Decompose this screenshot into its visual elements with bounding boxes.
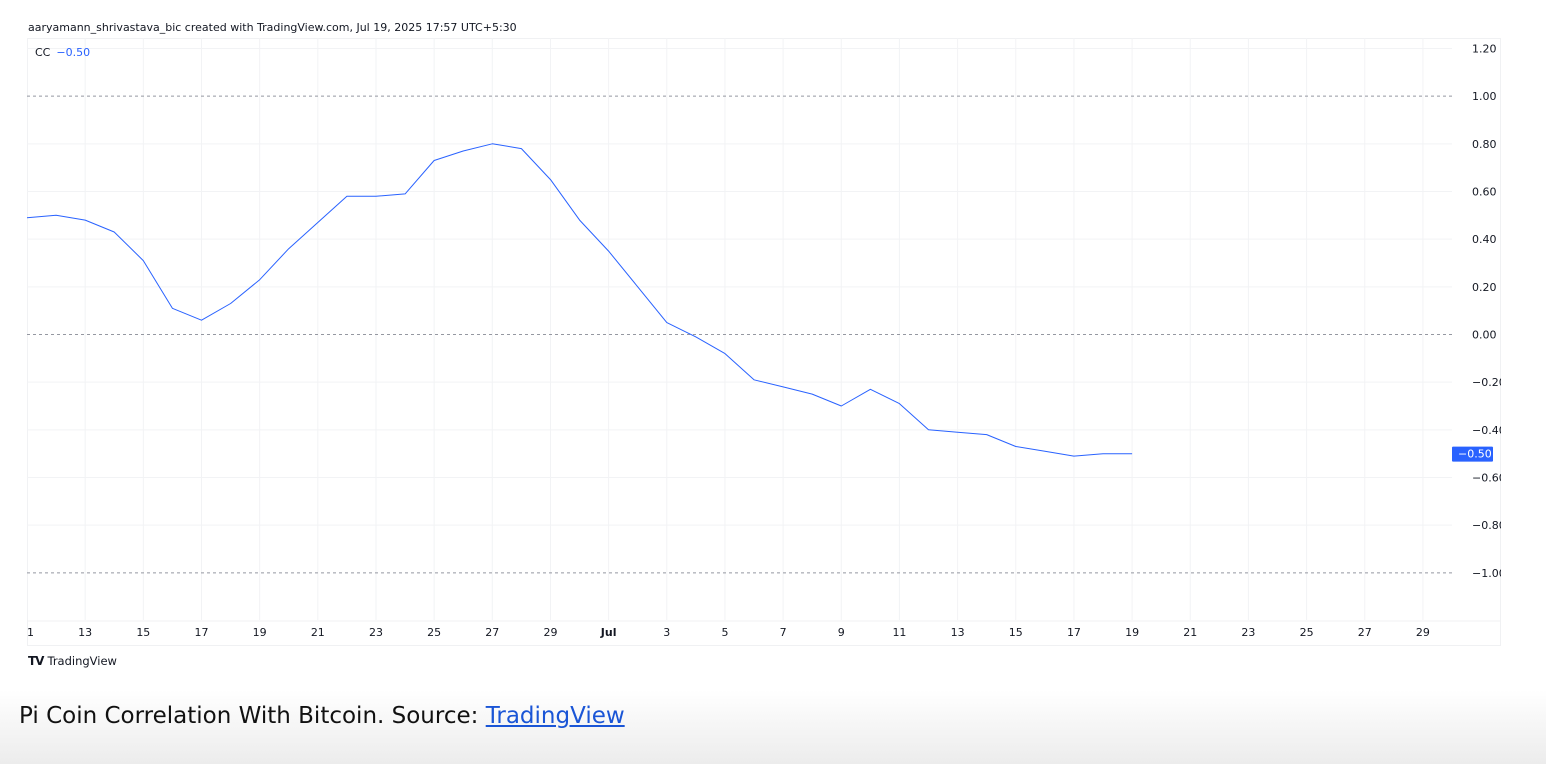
- x-tick-label: 19: [1125, 626, 1139, 639]
- tradingview-logo-icon: TV: [28, 654, 45, 668]
- x-tick-label: 13: [951, 626, 965, 639]
- x-tick-label: Jul: [600, 626, 617, 639]
- x-tick-label: 27: [1358, 626, 1372, 639]
- caption-text: Pi Coin Correlation With Bitcoin. Source…: [19, 703, 486, 729]
- x-tick-label: 27: [485, 626, 499, 639]
- x-tick-label: 7: [780, 626, 787, 639]
- last-value-badge: [1452, 446, 1493, 462]
- y-tick-label: −0.40: [1472, 424, 1501, 437]
- x-tick-label: 13: [78, 626, 92, 639]
- legend-label: CC: [35, 46, 51, 59]
- x-tick-label: 17: [194, 626, 208, 639]
- x-tick-label: 11: [27, 626, 34, 639]
- caption-source-link[interactable]: TradingView: [485, 703, 625, 729]
- y-tick-label: 1.20: [1472, 43, 1497, 56]
- y-tick-label: −0.20: [1472, 376, 1501, 389]
- y-tick-label: 0.80: [1472, 138, 1497, 151]
- figure-caption: Pi Coin Correlation With Bitcoin. Source…: [19, 703, 625, 729]
- x-tick-label: 29: [543, 626, 557, 639]
- x-tick-label: 11: [892, 626, 906, 639]
- y-tick-label: −0.60: [1472, 472, 1501, 485]
- legend-value: −0.50: [56, 46, 91, 59]
- series-layer: [27, 143, 1133, 457]
- x-tick-label: 9: [838, 626, 845, 639]
- level-lines: [27, 95, 1452, 574]
- chart-area[interactable]: 1.20 1.00 0.80 0.60 0.40 0.20 0.00 −0.20 −0.40 −0…: [27, 38, 1501, 646]
- x-tick-label: 5: [721, 626, 728, 639]
- x-tick-label: 17: [1067, 626, 1081, 639]
- tradingview-logo[interactable]: TV TradingView: [28, 654, 117, 668]
- x-axis: 11 13 15 17 19 21 23 25 27 29 Jul 3 5 7 9 11 13 15 17 19 21 2…: [27, 626, 1430, 639]
- y-tick-label: 0.40: [1472, 233, 1497, 246]
- x-tick-label: 21: [1183, 626, 1197, 639]
- x-tick-label: 3: [663, 626, 670, 639]
- x-tick-label: 19: [253, 626, 267, 639]
- x-tick-label: 29: [1416, 626, 1430, 639]
- x-tick-label: 23: [369, 626, 383, 639]
- chart-attribution: aaryamann_shrivastava_bic created with T…: [28, 21, 517, 34]
- y-tick-label: −0.80: [1472, 519, 1501, 532]
- x-tick-label: 15: [1009, 626, 1023, 639]
- y-tick-label: 0.20: [1472, 281, 1497, 294]
- y-tick-label: −1.00: [1472, 567, 1501, 580]
- x-tick-label: 23: [1241, 626, 1255, 639]
- x-tick-label: 25: [427, 626, 441, 639]
- chart-legend: CC −0.50: [35, 46, 90, 59]
- x-tick-label: 21: [311, 626, 325, 639]
- y-tick-label: 1.00: [1472, 90, 1497, 103]
- tradingview-logo-text: TradingView: [47, 654, 117, 668]
- last-value-layer: −0.50: [1452, 446, 1493, 462]
- x-tick-label: 15: [136, 626, 150, 639]
- correlation-chart[interactable]: 1.20 1.00 0.80 0.60 0.40 0.20 0.00 −0.20 −0.40 −0…: [27, 38, 1501, 646]
- y-axis: 1.20 1.00 0.80 0.60 0.40 0.20 0.00 −0.20 −0.40 −0…: [1472, 43, 1501, 580]
- series-line-cc: [27, 143, 1133, 457]
- x-tick-label: 25: [1300, 626, 1314, 639]
- y-tick-label: 0.60: [1472, 186, 1497, 199]
- grid-lines: [27, 38, 1501, 646]
- chart-frame: [27, 38, 1501, 646]
- last-value-label: −0.50: [1458, 448, 1492, 461]
- y-tick-label: 0.00: [1472, 329, 1497, 342]
